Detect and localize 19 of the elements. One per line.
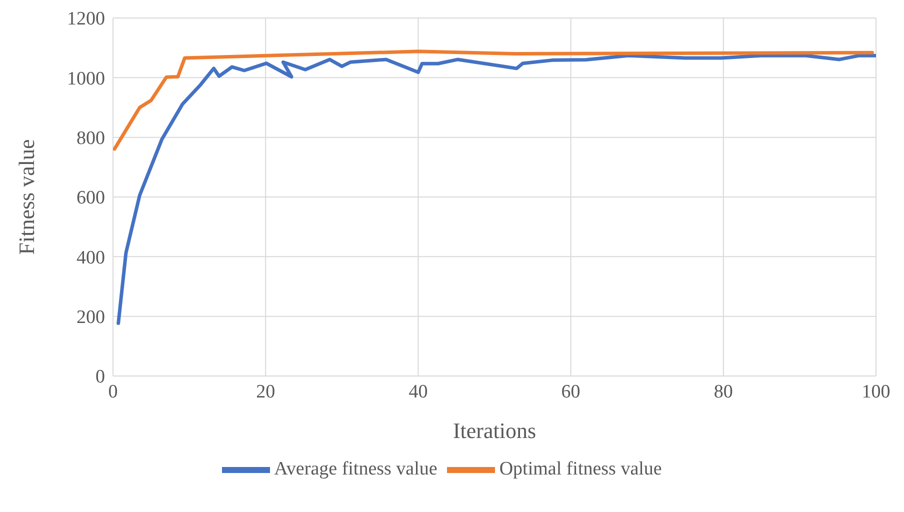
x-tick-label: 0	[108, 381, 118, 402]
line-series	[113, 50, 874, 151]
y-tick-label: 0	[96, 366, 105, 388]
x-tick-label: 80	[714, 381, 733, 402]
legend-label: Average fitness value	[274, 458, 438, 480]
y-axis-title: Fitness value	[14, 139, 39, 255]
x-tick-label: 40	[408, 381, 428, 402]
y-tick-label: 1200	[67, 8, 105, 30]
y-tick-label: 600	[76, 188, 105, 209]
x-tick-label: 100	[862, 381, 890, 402]
x-tick-label: 60	[561, 381, 580, 402]
y-tick-label: 200	[76, 307, 105, 328]
x-axis-title: Iterations	[452, 418, 536, 443]
y-tick-label: 1000	[67, 68, 105, 90]
line-series	[116, 54, 876, 325]
x-tick-label: 20	[256, 381, 276, 402]
y-tick-label: 800	[76, 128, 105, 150]
y-tick-label: 400	[76, 247, 105, 268]
legend-label: Optimal fitness value	[499, 458, 662, 480]
